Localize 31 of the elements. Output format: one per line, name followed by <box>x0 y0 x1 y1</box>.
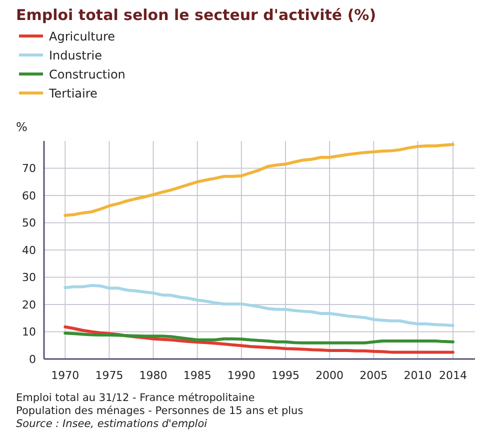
x-tick-label: 1970 <box>51 369 80 382</box>
x-tick-label: 1995 <box>272 369 300 382</box>
legend-label: Construction <box>49 68 126 82</box>
y-tick-label: 10 <box>22 326 36 339</box>
legend-label: Agriculture <box>49 30 115 44</box>
x-tick-label: 2000 <box>316 369 344 382</box>
line-series <box>64 325 454 354</box>
line-series <box>64 143 454 217</box>
x-tick-label: 1990 <box>227 369 256 382</box>
legend-label: Industrie <box>49 48 102 62</box>
text: Population des ménages - Personnes de 15 ans et plus <box>16 405 304 417</box>
y-tick-label: 60 <box>22 189 36 202</box>
x-tick-label: 1975 <box>95 369 124 382</box>
x-tick-label: 1985 <box>183 369 212 382</box>
chart-title: Emploi total selon le secteur d'activité (%) <box>16 6 376 24</box>
line-series <box>64 332 454 344</box>
x-tick-label: 1980 <box>139 369 168 382</box>
y-tick-label: 0 <box>29 352 36 366</box>
line-series <box>64 284 454 327</box>
y-tick-label: 50 <box>22 216 36 230</box>
y-tick-label: 70 <box>22 162 36 176</box>
y-tick-label: 20 <box>22 298 36 312</box>
y-tick-label: 40 <box>22 244 36 257</box>
source-note: Source : Insee, estimations d'emploi <box>16 418 208 430</box>
x-tick-label: 2010 <box>404 369 432 382</box>
x-tick-label: 2005 <box>360 369 388 382</box>
x-tick-label: 2014 <box>438 369 467 382</box>
y-axis-title: % <box>16 120 28 134</box>
legend-label: Tertiaire <box>48 86 98 100</box>
y-tick-label: 30 <box>22 271 36 284</box>
text: Emploi total au 31/12 - France métropolitaine <box>16 392 255 404</box>
